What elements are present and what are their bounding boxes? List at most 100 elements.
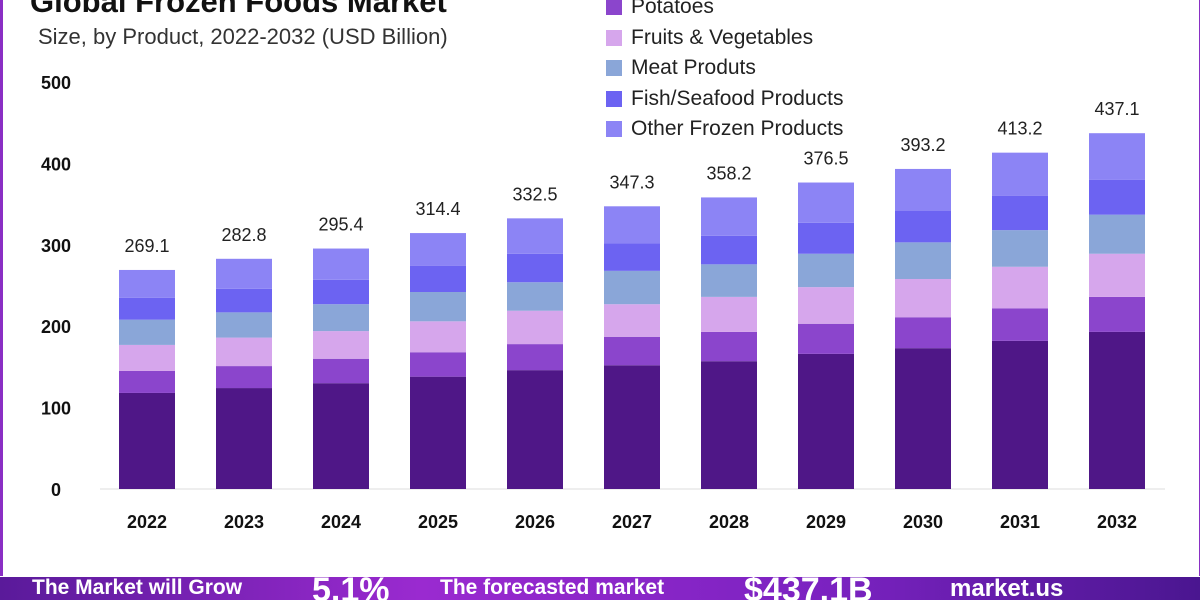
banner-cagr: 5.1%: [312, 577, 390, 600]
bar-segment: [701, 296, 757, 332]
stacked-bar-chart: 0 100 200 300 400 500 269.1 2022 282.8 2023 295.4 2…: [41, 73, 1165, 532]
banner-forecast-value: $437.1B: [744, 577, 873, 600]
legend-swatch: [606, 60, 622, 77]
legend-swatch: [606, 0, 622, 16]
bar-segment: [992, 195, 1048, 231]
bar-segment: [604, 365, 660, 489]
bar-segment: [798, 182, 854, 223]
bar-segment: [216, 288, 272, 313]
bar-segment: [410, 376, 466, 489]
bar-segment: [119, 319, 175, 345]
bar-segment: [1089, 133, 1145, 180]
bar-segment: [410, 265, 466, 293]
x-tick-label: 2028: [709, 512, 749, 532]
bar-segment: [507, 282, 563, 311]
bar-segment: [992, 266, 1048, 309]
bar-segment: [701, 331, 757, 362]
legend-swatch: [606, 90, 622, 107]
bar-segment: [313, 383, 369, 489]
bar-total-label: 347.3: [609, 172, 654, 192]
bar-segment: [701, 235, 757, 265]
bar-segment: [992, 152, 1048, 196]
bar-segment: [798, 353, 854, 489]
bar-total-label: 269.1: [124, 236, 169, 256]
bar-segment: [895, 278, 951, 318]
chart-subtitle: Size, by Product, 2022-2032 (USD Billion…: [38, 24, 448, 49]
x-tick-label: 2024: [321, 512, 361, 532]
legend-item-potatoes: Potatoes: [606, 0, 843, 23]
bar-segment: [313, 331, 369, 359]
summary-banner: The Market will Grow 5.1% The forecasted…: [0, 577, 1200, 600]
bar-segment: [313, 279, 369, 305]
legend-item-fish-seafood: Fish/Seafood Products: [606, 84, 843, 115]
bar-segment: [119, 297, 175, 320]
bar-segment: [1089, 179, 1145, 215]
legend-label: Potatoes: [631, 0, 714, 19]
x-tick-label: 2031: [1000, 512, 1040, 532]
bar-total-label: 413.2: [997, 119, 1042, 139]
bar-segment: [507, 370, 563, 489]
bar-segment: [1089, 296, 1145, 332]
legend-label: Other Frozen Products: [631, 117, 844, 141]
bar-total-label: 437.1: [1094, 99, 1139, 119]
legend-swatch: [606, 121, 622, 138]
bar-segment: [507, 310, 563, 345]
bar-segment: [798, 253, 854, 288]
bar-segment: [604, 304, 660, 337]
bar-segment: [895, 168, 951, 211]
bar-segment: [701, 197, 757, 236]
bar-segment: [410, 233, 466, 266]
legend: Potatoes Fruits & Vegetables Meat Produt…: [606, 0, 843, 145]
bar-segment: [507, 344, 563, 371]
bar-segment: [216, 337, 272, 367]
legend-label: Meat Produts: [631, 56, 756, 80]
banner-grow-text: The Market will Grow: [32, 577, 243, 599]
y-tick-label: 100: [41, 399, 71, 419]
bar-segment: [119, 269, 175, 298]
bar-segment: [895, 317, 951, 349]
bar-segment: [798, 323, 854, 354]
brand-logo: market.us: [950, 577, 1064, 600]
bar-segment: [313, 358, 369, 384]
x-tick-label: 2023: [224, 512, 264, 532]
bar-segment: [216, 366, 272, 389]
bar-segment: [992, 340, 1048, 489]
bar-segment: [701, 361, 757, 489]
bar-total-label: 376.5: [803, 149, 848, 169]
bar-segment: [216, 312, 272, 338]
y-tick-label: 0: [51, 480, 61, 500]
x-tick-label: 2030: [903, 512, 943, 532]
legend-label: Fruits & Vegetables: [631, 25, 814, 49]
y-tick-label: 500: [41, 73, 71, 93]
bar-segment: [798, 222, 854, 254]
bar-segment: [313, 248, 369, 280]
y-tick-label: 200: [41, 317, 71, 337]
bar-segment: [604, 336, 660, 366]
bar-segment: [895, 210, 951, 243]
bar-segment: [507, 253, 563, 283]
bar-total-label: 332.5: [512, 184, 557, 204]
x-tick-label: 2026: [515, 512, 555, 532]
bar-segment: [992, 308, 1048, 341]
y-tick-label: 300: [41, 236, 71, 256]
x-tick-label: 2027: [612, 512, 652, 532]
bar-segment: [119, 370, 175, 393]
bar-segment: [604, 270, 660, 305]
banner-forecast-text: The forecasted market: [440, 577, 665, 599]
bar-segment: [701, 264, 757, 297]
bar-segment: [604, 243, 660, 271]
bar-total-label: 295.4: [318, 215, 363, 235]
x-tick-label: 2032: [1097, 512, 1137, 532]
bar-segment: [410, 321, 466, 353]
bar-segment: [1089, 331, 1145, 489]
legend-item-meat: Meat Produts: [606, 53, 843, 84]
x-tick-label: 2029: [806, 512, 846, 532]
bar-segment: [410, 292, 466, 322]
bar-segment: [895, 348, 951, 489]
y-tick-label: 400: [41, 154, 71, 174]
bar-total-label: 282.8: [221, 225, 266, 245]
bar-segment: [1089, 214, 1145, 254]
bar-segment: [313, 304, 369, 332]
bar-segment: [798, 287, 854, 324]
bar-segment: [992, 230, 1048, 267]
